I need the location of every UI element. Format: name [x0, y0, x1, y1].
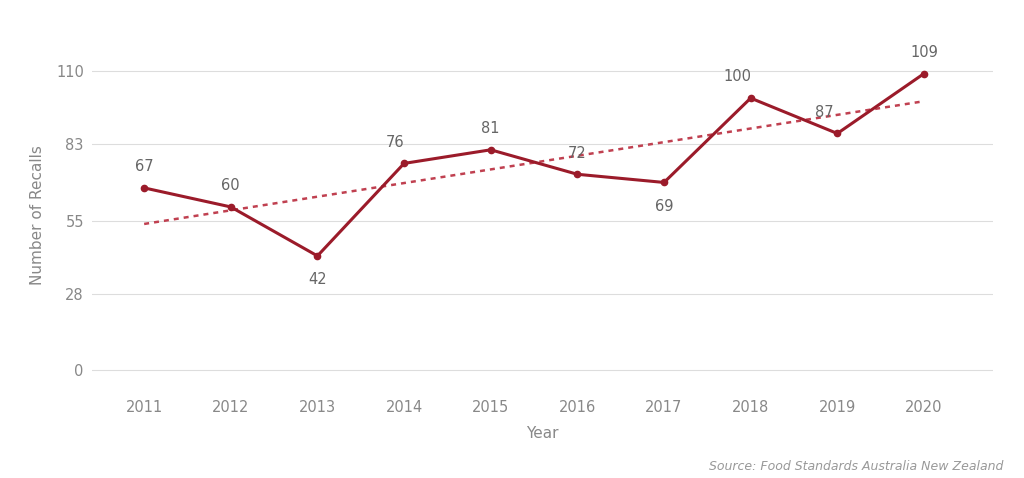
Text: 76: 76 — [386, 135, 404, 150]
Text: 67: 67 — [135, 159, 154, 174]
Text: 72: 72 — [568, 146, 587, 161]
Text: 81: 81 — [481, 121, 500, 136]
Text: 69: 69 — [654, 199, 673, 214]
Text: Source: Food Standards Australia New Zealand: Source: Food Standards Australia New Zea… — [710, 460, 1004, 473]
Text: 60: 60 — [221, 178, 240, 193]
Text: 109: 109 — [910, 45, 938, 60]
Text: 87: 87 — [815, 105, 834, 120]
X-axis label: Year: Year — [526, 426, 559, 441]
Text: 42: 42 — [308, 272, 327, 287]
Text: 100: 100 — [724, 69, 752, 85]
Y-axis label: Number of Recalls: Number of Recalls — [30, 145, 45, 285]
